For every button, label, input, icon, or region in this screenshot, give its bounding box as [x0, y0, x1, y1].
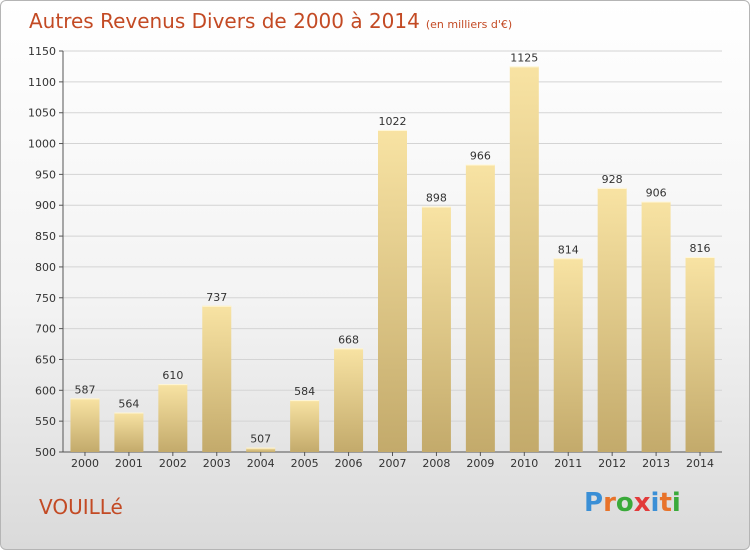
logo-letter: P	[584, 488, 604, 518]
bar-value-label: 507	[250, 433, 271, 446]
place-name: VOUILLé	[39, 495, 123, 519]
bar	[334, 348, 364, 452]
x-tick-label: 2009	[466, 457, 494, 470]
x-tick-label: 2005	[291, 457, 319, 470]
bar	[114, 412, 144, 452]
x-tick-label: 2014	[686, 457, 714, 470]
bar-value-label: 906	[646, 187, 667, 200]
bar-value-label: 928	[602, 173, 623, 186]
bar	[421, 206, 451, 452]
bar-value-label: 584	[294, 385, 315, 398]
x-tick-label: 2002	[159, 457, 187, 470]
proxiti-logo: Proxiti	[584, 488, 681, 518]
y-tick-label: 1150	[28, 45, 56, 58]
bar	[378, 129, 407, 452]
y-tick-label: 750	[35, 292, 56, 305]
bar	[158, 384, 188, 452]
bar	[509, 66, 539, 452]
bar	[70, 398, 100, 452]
bar-value-label: 564	[118, 398, 139, 411]
y-tick-label: 700	[35, 323, 56, 336]
y-tick-label: 500	[35, 446, 56, 459]
bar-value-label: 668	[338, 333, 359, 346]
x-tick-label: 2013	[642, 457, 670, 470]
logo-letter: i	[671, 488, 681, 518]
x-tick-label: 2010	[510, 457, 538, 470]
bar-value-label: 1125	[510, 51, 538, 64]
bar-value-label: 737	[206, 291, 227, 304]
logo-letter: o	[615, 488, 634, 518]
chart-title-text: Autres Revenus Divers de 2000 à 2014	[29, 9, 420, 33]
x-tick-label: 2011	[554, 457, 582, 470]
y-tick-label: 650	[35, 353, 56, 366]
y-tick-label: 850	[35, 230, 56, 243]
x-tick-label: 2008	[422, 457, 450, 470]
logo-letter: x	[633, 488, 651, 518]
bar	[553, 258, 583, 452]
bar-value-label: 814	[558, 243, 579, 256]
bar-value-label: 587	[74, 383, 95, 396]
x-tick-label: 2012	[598, 457, 626, 470]
logo-letter: r	[603, 488, 616, 518]
x-tick-label: 2007	[379, 457, 407, 470]
bar	[246, 447, 276, 452]
y-tick-label: 1000	[28, 138, 56, 151]
bar-value-label: 816	[690, 242, 711, 255]
y-tick-label: 1100	[28, 76, 56, 89]
bar	[202, 305, 232, 452]
bar-value-label: 1022	[379, 115, 407, 128]
y-tick-label: 800	[35, 261, 56, 274]
bar	[290, 400, 320, 452]
y-tick-label: 600	[35, 384, 56, 397]
chart-subtitle: (en milliers d'€)	[425, 18, 513, 31]
bar	[641, 201, 671, 452]
chart-title: Autres Revenus Divers de 2000 à 2014 (en …	[29, 9, 512, 33]
bar-value-label: 966	[470, 150, 491, 163]
logo-letter: t	[659, 488, 672, 518]
y-tick-label: 550	[35, 415, 56, 428]
x-tick-label: 2000	[71, 457, 99, 470]
bar	[685, 257, 715, 452]
y-tick-label: 900	[35, 199, 56, 212]
bar	[597, 187, 627, 453]
x-tick-label: 2004	[247, 457, 275, 470]
x-tick-label: 2003	[203, 457, 231, 470]
bar-value-label: 610	[162, 369, 183, 382]
bar	[465, 164, 495, 452]
bar-value-label: 898	[426, 191, 447, 204]
y-tick-label: 950	[35, 168, 56, 181]
x-tick-label: 2006	[335, 457, 363, 470]
logo-letter: i	[650, 488, 660, 518]
y-tick-label: 1050	[28, 107, 56, 120]
x-tick-label: 2001	[115, 457, 143, 470]
